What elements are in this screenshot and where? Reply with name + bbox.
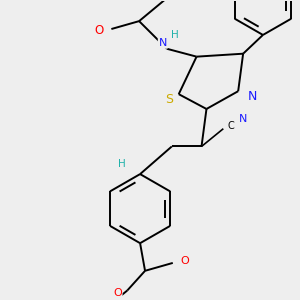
Text: O: O	[95, 25, 104, 38]
Text: N: N	[248, 90, 257, 103]
Text: O: O	[180, 256, 189, 266]
Text: S: S	[165, 93, 173, 106]
Text: N: N	[239, 114, 247, 124]
Text: C: C	[228, 121, 235, 131]
Text: H: H	[118, 159, 126, 169]
Text: O: O	[113, 287, 122, 298]
Text: H: H	[171, 30, 178, 40]
Text: N: N	[159, 38, 167, 48]
